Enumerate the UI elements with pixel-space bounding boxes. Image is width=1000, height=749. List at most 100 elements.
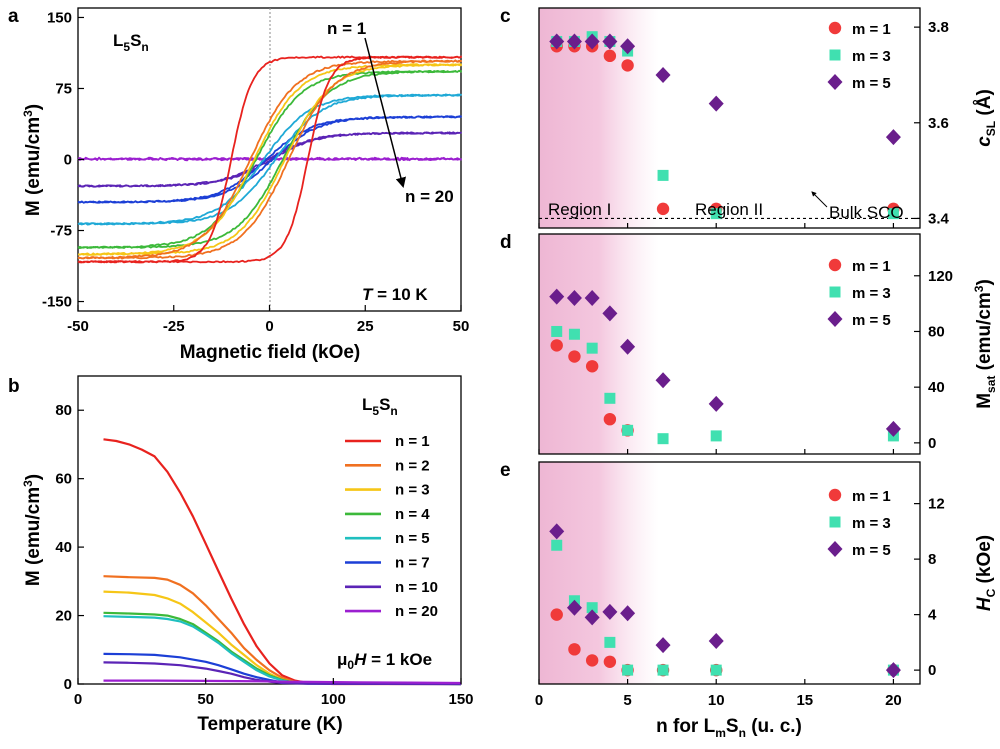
legend-marker-square — [829, 516, 841, 528]
panel-d-legend: m = 1 m = 3 m = 5 — [827, 258, 891, 329]
panel-a-arrow — [364, 37, 406, 189]
point-diamond — [584, 33, 600, 50]
panel-c-bulk-arrow — [811, 191, 828, 208]
loop-n-4 — [77, 69, 462, 249]
legend-label: n = 5 — [395, 530, 430, 547]
legend-label: m = 1 — [852, 488, 891, 505]
loop-n-20 — [77, 156, 462, 162]
point-square — [551, 539, 563, 551]
legend-marker-square — [829, 49, 841, 61]
panel-c-ylabel: cSL (Å) — [974, 89, 998, 147]
legend-marker-diamond — [827, 74, 843, 90]
panel-d-points — [549, 288, 901, 445]
y-tick-label: 8 — [928, 551, 936, 568]
x-tick-label: 50 — [197, 691, 214, 708]
point-square — [568, 328, 580, 340]
point-circle — [621, 59, 634, 72]
y-tick-label: -75 — [50, 223, 72, 240]
point-diamond — [655, 66, 671, 83]
panel-b-curves — [103, 438, 462, 686]
point-circle — [603, 412, 617, 426]
point-square — [586, 602, 598, 614]
panel-b-xlabel: Temperature (K) — [197, 714, 342, 735]
legend-label: n = 7 — [395, 555, 430, 572]
legend-label: n = 3 — [395, 482, 430, 499]
panel-c-region1-label: Region I — [548, 200, 611, 219]
panel-c: c 3.43.63.8 Region I Region II Bulk SCO … — [500, 6, 998, 229]
panel-e-frame — [538, 461, 921, 685]
point-square — [887, 208, 899, 220]
panel-a-curves — [77, 55, 462, 264]
point-diamond — [708, 95, 724, 112]
point-diamond — [566, 599, 582, 616]
mt-curve-n1 — [103, 438, 461, 686]
point-diamond — [620, 338, 636, 355]
panel-c-bulk-label: Bulk SCO — [829, 203, 904, 222]
y-tick-label: 0 — [64, 676, 72, 693]
x-tick-label: -25 — [163, 318, 185, 335]
x-tick-label: 50 — [453, 318, 470, 335]
legend-label: m = 1 — [852, 258, 891, 275]
panel-b-field-label: μ0H = 1 kOe — [337, 650, 432, 672]
panel-c-legend: m = 1 m = 3 m = 5 — [827, 21, 891, 92]
point-diamond — [885, 662, 901, 679]
x-tick-label: 10 — [708, 692, 725, 709]
panel-a-n20-label: n = 20 — [405, 187, 454, 206]
legend-marker-circle — [828, 488, 842, 502]
legend-marker-diamond — [827, 311, 843, 327]
loop-n-7 — [77, 115, 462, 204]
point-diamond — [708, 395, 724, 412]
point-diamond — [584, 609, 600, 626]
panel-d: d 0 40 80 120 m = 1 m = 3 m = 5 Msat (emu/cm3… — [500, 232, 998, 455]
y-tick-label: 150 — [47, 9, 72, 26]
panel-a-letter: a — [8, 6, 19, 27]
panel-a-xlabel: Magnetic field (kOe) — [180, 342, 361, 363]
panel-c-region2-label: Region II — [695, 200, 763, 219]
point-square — [657, 169, 669, 181]
panel-e-xlabel: n for LmSn (u. c.) — [656, 716, 802, 740]
point-diamond — [584, 290, 600, 307]
mt-curve-n2 — [103, 575, 462, 686]
y-tick-label: 3.8 — [928, 19, 949, 36]
legend-label: m = 3 — [852, 285, 891, 302]
legend-label: n = 10 — [395, 579, 438, 596]
loop-n-10 — [77, 131, 462, 188]
point-circle — [603, 49, 617, 63]
point-diamond — [549, 523, 565, 540]
point-diamond — [620, 605, 636, 622]
y-tick-label: 75 — [55, 80, 72, 97]
point-diamond — [549, 33, 565, 50]
y-tick-label: 40 — [928, 379, 945, 396]
panel-d-frame — [538, 233, 921, 455]
point-circle — [568, 350, 581, 363]
panel-e-legend: m = 1 m = 3 m = 5 — [827, 488, 891, 559]
panel-a-temperature-label: T = 10 K — [362, 285, 428, 304]
point-square — [622, 424, 634, 436]
mt-curve-n20 — [103, 679, 462, 685]
panel-e-letter: e — [500, 460, 511, 481]
panel-b-frame — [77, 375, 462, 685]
panel-b-letter: b — [8, 376, 20, 397]
x-tick-label: 20 — [885, 692, 902, 709]
y-tick-label: 80 — [928, 323, 945, 340]
point-square — [604, 636, 616, 648]
point-diamond — [655, 637, 671, 654]
point-diamond — [602, 305, 618, 322]
point-diamond — [602, 33, 618, 50]
point-diamond — [885, 420, 901, 437]
point-circle — [585, 360, 599, 373]
panel-e-region-shade — [539, 462, 659, 684]
y-tick-label: 60 — [55, 471, 72, 488]
panel-c-points — [549, 31, 901, 220]
y-tick-label: 4 — [928, 607, 937, 624]
panel-b-title: L5Sn — [362, 395, 398, 418]
x-tick-label: -50 — [67, 318, 89, 335]
point-diamond — [708, 632, 724, 649]
x-tick-label: 15 — [796, 692, 813, 709]
legend-marker-circle — [828, 21, 842, 35]
y-tick-label: 0 — [928, 435, 936, 452]
point-diamond — [620, 38, 636, 55]
panel-c-letter: c — [500, 6, 511, 27]
